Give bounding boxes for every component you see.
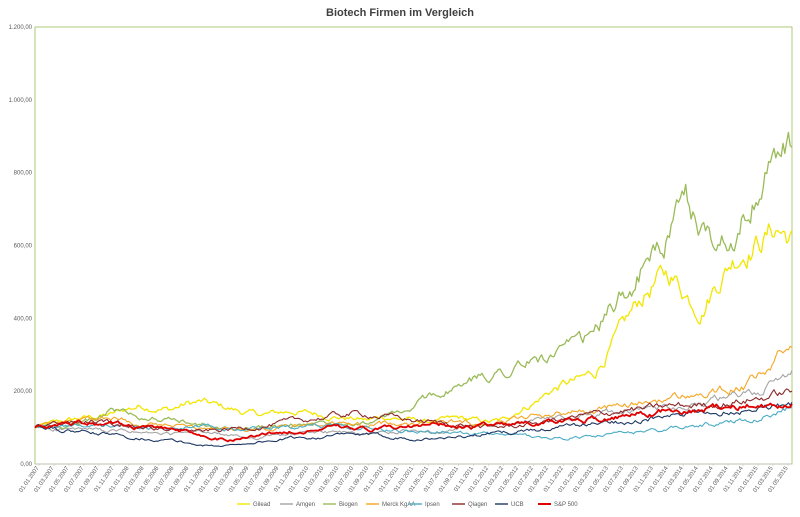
legend-label: Merck KgAA — [382, 502, 415, 508]
y-tick-label: 200,00 — [14, 389, 33, 395]
legend-label: Gilead — [253, 502, 270, 508]
legend-label: S&P 500 — [554, 502, 578, 508]
series-line-qiagen — [34, 388, 793, 433]
y-tick-label: 0,00 — [20, 462, 32, 468]
legend-label: Biogen — [339, 502, 358, 508]
series-line-merck-kgaa — [35, 345, 793, 432]
y-tick-label: 800,00 — [14, 171, 33, 177]
chart-title: Biotech Firmen im Vergleich — [326, 7, 474, 19]
y-tick-label: 400,00 — [14, 316, 33, 322]
y-tick-label: 1.000,00 — [9, 98, 33, 104]
series-line-biogen — [34, 131, 793, 432]
series-line-ucb — [34, 402, 793, 448]
series-line-gilead — [34, 223, 793, 429]
legend-label: Qiagen — [468, 502, 487, 508]
y-tick-label: 1.200,00 — [9, 25, 33, 31]
series-line-s-p-500 — [34, 402, 793, 443]
legend-label: UCB — [511, 502, 524, 508]
y-tick-label: 600,00 — [14, 244, 33, 250]
legend-label: Amgen — [296, 502, 315, 508]
legend-label: Ipsen — [425, 502, 440, 508]
